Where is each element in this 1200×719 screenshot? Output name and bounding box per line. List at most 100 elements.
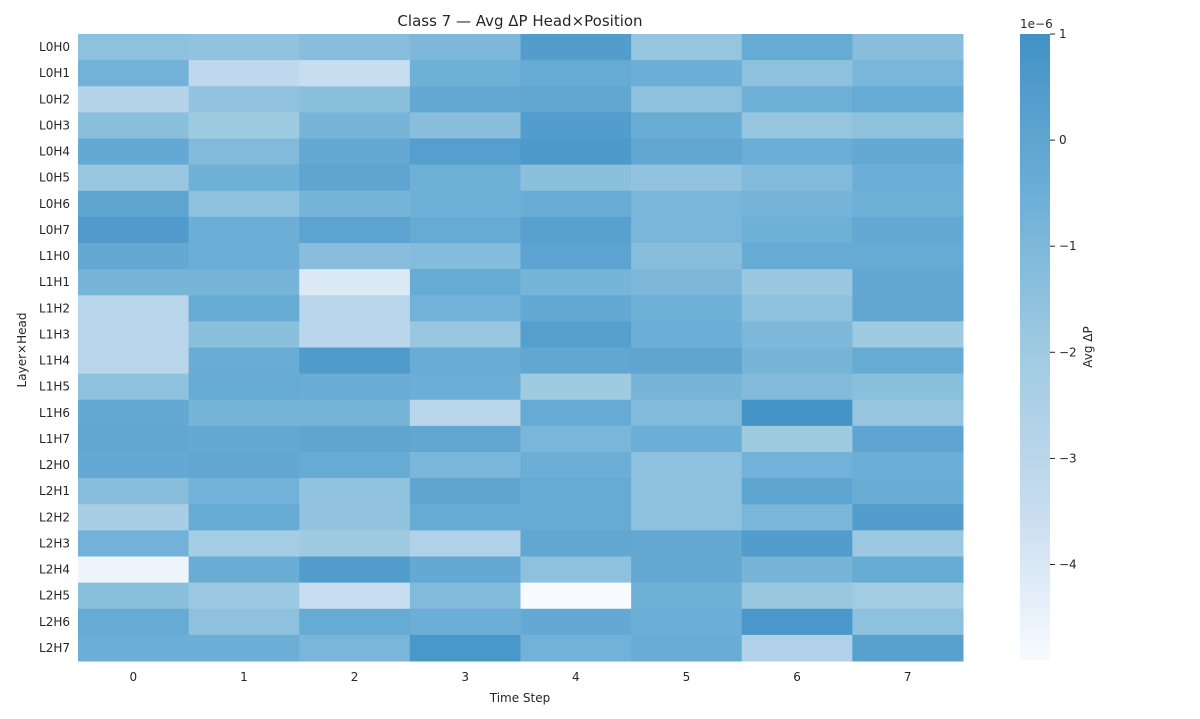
y-tick-label: L2H0 [39,458,70,472]
heatmap-cell [188,399,300,427]
y-tick-label: L2H4 [39,563,70,577]
heatmap-cell [188,138,300,166]
heatmap-cell [741,530,853,557]
heatmap-cell [78,452,190,479]
heatmap-cell [299,399,411,427]
heatmap-cell [631,504,743,531]
y-axis-label: Layer×Head [15,313,29,388]
heatmap-cell [299,556,411,584]
x-tick-label: 6 [793,670,801,684]
x-tick-label: 7 [904,670,912,684]
heatmap-cell [852,608,964,636]
heatmap-cell [741,269,853,296]
y-tick-label: L0H7 [39,223,70,237]
heatmap-cell [741,60,853,87]
heatmap-cell [299,164,411,192]
heatmap-cell [299,295,411,322]
heatmap-cell [78,530,190,557]
y-tick-label: L0H3 [39,118,70,132]
heatmap-cell [409,216,521,244]
y-tick-label: L1H3 [39,327,70,341]
heatmap-cell [299,112,411,139]
heatmap-cell [409,34,521,61]
y-tick-label: L1H5 [39,380,70,394]
heatmap-cell [852,216,964,244]
heatmap-cell [852,164,964,192]
heatmap-cell [520,504,632,531]
heatmap-cell [520,269,632,296]
heatmap-cell [852,60,964,87]
heatmap-cell [299,634,411,662]
heatmap-cell [409,504,521,531]
heatmap-cell [188,321,300,348]
heatmap-cell [78,216,190,244]
heatmap-cell [631,216,743,244]
heatmap-cell [741,138,853,166]
heatmap-cell [852,478,964,505]
heatmap-cell [852,321,964,348]
x-tick-label: 5 [683,670,691,684]
heatmap-cell [741,347,853,375]
heatmap-cell [741,190,853,218]
heatmap-cell [409,112,521,139]
heatmap-cell [852,634,964,662]
heatmap-cell [741,164,853,192]
heatmap-cell [852,582,964,610]
heatmap-cell [409,373,521,401]
heatmap-cell [520,34,632,61]
y-tick-label: L2H7 [39,641,70,655]
heatmap-cell [188,373,300,401]
y-tick-label: L1H0 [39,249,70,263]
heatmap-cell [520,556,632,584]
heatmap-cell [520,425,632,453]
heatmap-cell [852,243,964,270]
y-tick-label: L2H1 [39,484,70,498]
heatmap-cell [409,478,521,505]
y-tick-label: L0H5 [39,171,70,185]
heatmap-cell [188,504,300,531]
y-tick-labels: L0H0 L0H1 L0H2 L0H3 L0H4 L0H5 L0H6 L0H7 L1H0 L1H1… [39,40,70,655]
heatmap-cell [188,112,300,139]
heatmap-cell [78,269,190,296]
heatmap-cell [299,269,411,296]
colorbar-tick-label: −3 [1059,451,1077,465]
heatmap-cell [852,373,964,401]
heatmap-cell [188,452,300,479]
heatmap-cell [299,243,411,270]
heatmap-cell [409,347,521,375]
heatmap-cell [299,478,411,505]
heatmap-cell [852,504,964,531]
colorbar-tick-label: −1 [1059,239,1077,253]
heatmap-cell [741,556,853,584]
heatmap-cell [741,34,853,61]
heatmap-cell [741,504,853,531]
heatmap-cell [631,399,743,427]
heatmap-cell [852,452,964,479]
heatmap-cell [78,243,190,270]
heatmap-cell [299,321,411,348]
heatmap-cell [188,243,300,270]
heatmap-cell [631,86,743,113]
heatmap-cell [409,60,521,87]
heatmap-cell [409,634,521,662]
heatmap-cell [299,608,411,636]
heatmap-cell [520,86,632,113]
heatmap-cell [631,347,743,375]
heatmap-cell [299,34,411,61]
y-tick-label: L1H7 [39,432,70,446]
heatmap-cell [409,556,521,584]
heatmap-cell [299,216,411,244]
heatmap-cell [188,164,300,192]
heatmap-cell [520,138,632,166]
colorbar-tick-label: −2 [1059,345,1077,359]
heatmap-cell [78,399,190,427]
heatmap-cell [299,86,411,113]
heatmap-cell [741,112,853,139]
y-tick-label: L1H1 [39,275,70,289]
heatmap-cell [741,243,853,270]
heatmap-cell [78,295,190,322]
heatmap-cell [78,373,190,401]
heatmap-cell [188,530,300,557]
heatmap-cell [520,373,632,401]
